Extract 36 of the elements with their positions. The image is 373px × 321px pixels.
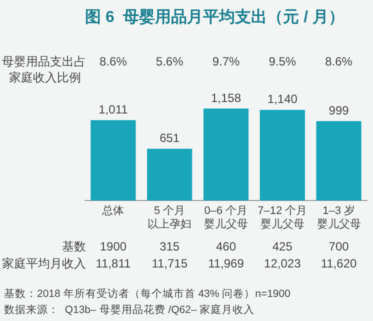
data-label: 1,140 — [267, 92, 298, 106]
text: 425 — [272, 239, 293, 254]
text: 基数：2018 年所有受访者（每个城市首 43% 问卷）n=1900 — [4, 286, 291, 300]
data-label: 1,011 — [98, 102, 128, 116]
text: 460 — [216, 239, 236, 254]
text: 8.6% — [325, 54, 353, 68]
x-tick-label: 1–3 岁婴儿父母 — [316, 205, 361, 230]
text: 母婴用品支出占家庭收入比例 — [2, 54, 86, 84]
bar — [316, 121, 362, 201]
text: 5.6% — [156, 54, 184, 68]
text: 8.6% — [100, 54, 128, 68]
text: 家庭平均月收入 — [2, 256, 86, 270]
chart-title: 图 6 母婴用品月平均支出（元 / 月） — [85, 8, 345, 26]
text: 9.5% — [268, 54, 296, 68]
text: 700 — [328, 239, 350, 254]
bar — [203, 108, 249, 201]
data-label: 1,158 — [210, 90, 242, 105]
x-tick-label: 0–6 个月婴儿父母 — [204, 205, 248, 230]
text: 12,023 — [264, 256, 302, 270]
text: 11,811 — [96, 256, 131, 270]
x-tick-label: 7–12 个月婴儿父母 — [258, 205, 308, 230]
data-label: 651 — [160, 131, 180, 146]
text: 315 — [160, 239, 180, 254]
text: 基数 — [62, 239, 86, 254]
data-label: 999 — [328, 103, 350, 118]
text: 11,969 — [208, 256, 244, 270]
text: 1900 — [100, 239, 127, 254]
bar — [90, 120, 136, 201]
x-tick-label: 5 个月以上孕妇 — [148, 205, 192, 230]
x-tick-label: 总体 — [101, 204, 124, 218]
text: 9.7% — [212, 54, 240, 68]
text: 11,715 — [152, 256, 188, 270]
text: 11,620 — [320, 256, 358, 270]
bar — [260, 110, 305, 201]
source-note: 数据来源： Q13b– 母婴用品花费 /Q62– 家庭月收入 — [4, 302, 255, 316]
bar — [147, 148, 192, 201]
